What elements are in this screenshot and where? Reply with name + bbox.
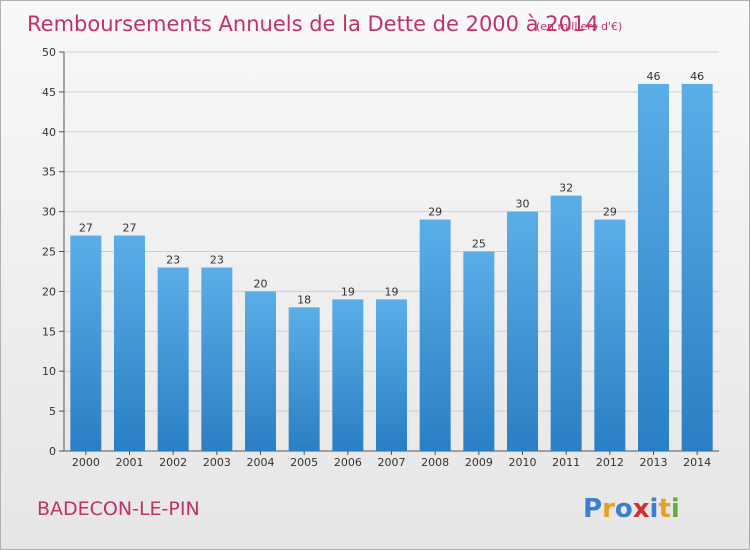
y-tick-label: 15	[42, 325, 56, 338]
y-tick-label: 50	[42, 46, 56, 59]
logo-letter: t	[658, 494, 670, 524]
y-tick-label: 5	[49, 405, 56, 418]
bar-2007	[376, 299, 407, 451]
bar-2006	[332, 299, 364, 451]
bar-2014	[681, 83, 713, 452]
bar-2011	[550, 195, 582, 451]
bar-2008	[419, 219, 451, 451]
bar-2010	[507, 211, 538, 451]
logo-letter: i	[671, 494, 680, 524]
logo-letter: r	[602, 494, 615, 524]
value-label-2001: 27	[123, 222, 137, 235]
commune-name: BADECON-LE-PIN	[37, 498, 200, 520]
y-tick-label: 0	[49, 445, 56, 458]
chart-subtitle: (en milliers d'€)	[536, 20, 622, 33]
x-tick-label-2013: 2013	[640, 456, 668, 469]
y-tick-label: 20	[42, 285, 56, 298]
x-tick-label-2008: 2008	[421, 456, 449, 469]
y-tick-label: 30	[42, 206, 56, 219]
bar-2002	[157, 267, 189, 451]
logo-letter: i	[650, 494, 659, 524]
value-label-2008: 29	[428, 206, 442, 219]
y-tick-label: 40	[42, 126, 56, 139]
value-label-2012: 29	[603, 206, 617, 219]
logo-letter: x	[633, 494, 650, 524]
bar-2000	[70, 235, 102, 451]
y-tick-label: 25	[42, 246, 56, 259]
x-axis-ticks: 2000 2001 2002 2003 2004 2005 2006 2007 2008 2009…	[72, 451, 711, 469]
x-tick-label-2014: 2014	[683, 456, 711, 469]
bar-2005	[288, 307, 320, 451]
x-tick-label-2012: 2012	[596, 456, 624, 469]
value-label-2014: 46	[690, 70, 704, 83]
y-axis-ticks: 0 5 10 15 20 25 30 35 40 45 50	[42, 46, 64, 458]
x-tick-label-2005: 2005	[290, 456, 318, 469]
bar-2013	[638, 83, 669, 452]
value-label-2007: 19	[385, 285, 399, 298]
bars	[70, 83, 713, 452]
y-tick-label: 45	[42, 86, 56, 99]
bar-2001	[114, 235, 145, 451]
value-label-2009: 25	[472, 238, 486, 251]
x-tick-label-2010: 2010	[509, 456, 537, 469]
x-tick-label-2000: 2000	[72, 456, 100, 469]
logo-letter: o	[615, 494, 633, 524]
logo-letter: P	[583, 494, 602, 524]
value-label-2004: 20	[254, 277, 268, 290]
x-tick-label-2001: 2001	[116, 456, 144, 469]
value-label-2002: 23	[166, 253, 180, 266]
value-label-2011: 32	[559, 182, 573, 195]
chart-title: Remboursements Annuels de la Dette de 20…	[27, 12, 599, 36]
x-tick-label-2004: 2004	[247, 456, 275, 469]
bar-2012	[594, 219, 626, 451]
value-label-2006: 19	[341, 285, 355, 298]
x-tick-label-2002: 2002	[159, 456, 187, 469]
value-label-2013: 46	[647, 70, 661, 83]
bar-2004	[245, 291, 276, 451]
value-label-2003: 23	[210, 253, 224, 266]
value-label-2000: 27	[79, 222, 93, 235]
value-label-2010: 30	[516, 198, 530, 211]
bar-2009	[463, 251, 495, 451]
x-tick-label-2003: 2003	[203, 456, 231, 469]
value-labels: 27 27 23 23 20 18 19 19 29 25 30 32 29 46 46	[79, 70, 704, 306]
proxiti-logo: Proxiti	[583, 494, 680, 524]
bar-2003	[201, 267, 233, 451]
x-tick-label-2009: 2009	[465, 456, 493, 469]
y-tick-label: 10	[42, 365, 56, 378]
y-tick-label: 35	[42, 166, 56, 179]
value-label-2005: 18	[297, 293, 311, 306]
x-tick-label-2011: 2011	[552, 456, 580, 469]
x-tick-label-2006: 2006	[334, 456, 362, 469]
x-tick-label-2007: 2007	[378, 456, 406, 469]
